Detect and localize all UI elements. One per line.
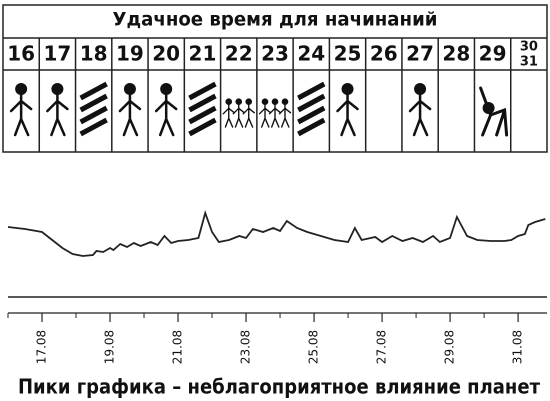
figure-icon — [118, 83, 142, 137]
head — [341, 83, 354, 95]
stripe-icon — [188, 105, 217, 125]
head — [235, 98, 243, 105]
body — [46, 93, 69, 137]
stripe-icon — [297, 93, 326, 113]
day-label: 20 — [152, 42, 180, 66]
figure-icon — [408, 83, 432, 137]
body — [336, 93, 359, 137]
head — [160, 83, 173, 95]
stripe-icon — [188, 93, 217, 113]
x-tick-label: 31.08 — [511, 330, 525, 364]
figure-icon — [9, 83, 33, 137]
stripe-icon — [297, 105, 326, 125]
figure-icon — [278, 98, 292, 128]
body — [258, 104, 272, 128]
stripe-icon — [79, 105, 108, 125]
x-tick-label: 25.08 — [307, 330, 321, 364]
figure-icon — [242, 98, 255, 128]
head — [51, 83, 64, 95]
body — [408, 93, 432, 137]
stripe-icon — [297, 81, 326, 101]
figure-icon — [336, 83, 359, 137]
table-frame — [2, 4, 548, 153]
day-label: 29 — [479, 42, 507, 66]
head — [271, 98, 279, 105]
body — [242, 104, 255, 128]
stripe-icon — [188, 81, 217, 101]
body — [154, 93, 178, 137]
figure-icon — [222, 98, 235, 128]
day-label: 23 — [261, 42, 289, 66]
day-label: 18 — [80, 42, 108, 66]
figure-icon — [232, 98, 245, 128]
day-label: 17 — [43, 42, 71, 66]
body — [278, 104, 292, 128]
stripe-icon — [79, 81, 108, 101]
day-label: 21 — [189, 42, 217, 66]
x-tick-label: 27.08 — [375, 330, 389, 364]
day-label: 22 — [225, 42, 253, 66]
day-label: 27 — [406, 42, 434, 66]
body — [479, 86, 509, 137]
day-label: 24 — [297, 42, 325, 66]
body — [268, 104, 282, 128]
chart-caption: Пики графика – неблагоприятное влияние п… — [18, 375, 540, 399]
x-tick-label: 21.08 — [171, 330, 185, 364]
head — [281, 98, 289, 105]
head — [123, 83, 136, 95]
figure-icon — [154, 83, 178, 137]
head — [245, 98, 253, 105]
x-tick-label: 23.08 — [239, 330, 253, 364]
body — [232, 104, 245, 128]
body — [9, 93, 33, 137]
x-tick-label: 29.08 — [443, 330, 457, 364]
head — [15, 83, 28, 95]
figure-icon — [268, 98, 282, 128]
day-label: 28 — [442, 42, 470, 66]
stripe-icon — [79, 93, 108, 113]
figure-icon — [46, 83, 69, 137]
x-tick-label: 19.08 — [103, 330, 117, 364]
body — [118, 93, 142, 137]
day-label: 16 — [7, 42, 35, 66]
body — [222, 104, 235, 128]
figure-icon — [479, 86, 509, 137]
day-label: 26 — [370, 42, 398, 66]
table-title: Удачное время для начинаний — [113, 9, 438, 31]
stripe-icon — [79, 117, 108, 137]
head — [261, 98, 269, 105]
data-line — [7, 210, 546, 257]
day-label: 31 — [520, 55, 538, 70]
day-label: 25 — [334, 42, 362, 66]
stripe-icon — [297, 117, 326, 137]
x-tick-label: 17.08 — [35, 330, 49, 364]
day-label: 19 — [116, 42, 144, 66]
day-label: 30 — [520, 40, 538, 55]
stripe-icon — [188, 117, 217, 137]
head — [414, 83, 427, 95]
head — [225, 98, 233, 105]
figure-icon — [258, 98, 272, 128]
